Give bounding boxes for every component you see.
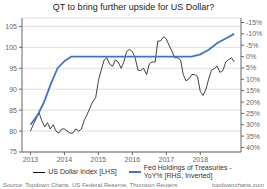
svg-text:25%: 25% (246, 110, 259, 117)
html-text:Fed Holdings of Treasuries - Y: Fed Holdings of Treasuries - YoY% [RHS, … (143, 164, 232, 179)
svg-text:95: 95 (9, 65, 17, 72)
svg-text:5%: 5% (246, 64, 256, 71)
svg-text:10%: 10% (246, 76, 259, 83)
svg-text:-15%: -15% (246, 19, 259, 26)
svg-text:-10%: -10% (246, 30, 259, 37)
svg-text:15%: 15% (246, 87, 259, 94)
html-text:Source: Topdown Charts, US Fed: Source: Topdown Charts, US Federal Reser… (3, 181, 178, 188)
svg-text:20%: 20% (246, 99, 259, 106)
svg-text:2016: 2016 (125, 156, 141, 163)
svg-text:-5%: -5% (246, 42, 258, 49)
svg-text:2018: 2018 (192, 156, 208, 163)
svg-text:2013: 2013 (23, 156, 39, 163)
svg-text:30%: 30% (246, 121, 259, 128)
svg-text:80: 80 (9, 128, 17, 135)
svg-text:90: 90 (9, 86, 17, 93)
svg-text:2017: 2017 (159, 156, 175, 163)
html-text:topdowncharts.com: topdowncharts.com (212, 181, 264, 188)
svg-text:40%: 40% (246, 144, 259, 151)
svg-text:85: 85 (9, 107, 17, 114)
svg-text:105: 105 (8, 23, 17, 30)
html-text:US Dollar Index [LHS]: US Dollar Index [LHS] (48, 168, 117, 175)
svg-text:75: 75 (9, 148, 17, 155)
svg-text:100: 100 (8, 44, 17, 51)
html-text:QT to bring further upside for: QT to bring further upside for US Dollar… (52, 2, 215, 12)
svg-text:2015: 2015 (91, 156, 107, 163)
svg-text:2014: 2014 (57, 156, 73, 163)
svg-text:35%: 35% (246, 133, 259, 140)
svg-text:0%: 0% (246, 53, 256, 60)
